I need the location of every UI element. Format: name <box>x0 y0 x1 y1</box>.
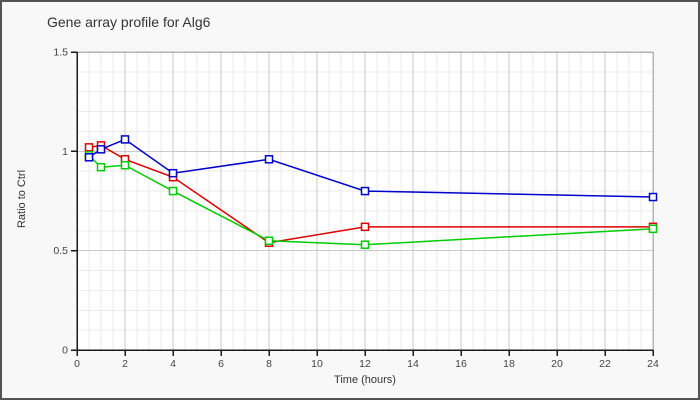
chart-title: Gene array profile for Alg6 <box>47 14 211 30</box>
x-tick-label: 18 <box>503 358 515 370</box>
y-axis-title: Ratio to Ctrl <box>16 169 28 229</box>
red-series-marker <box>84 143 94 152</box>
blue-series-marker <box>120 135 130 144</box>
y-tick-label: 0.5 <box>53 245 68 257</box>
blue-series-marker <box>360 186 370 196</box>
green-series-marker <box>120 160 130 170</box>
x-tick-label: 16 <box>455 358 467 370</box>
y-tick-label: 0 <box>62 345 68 357</box>
x-tick-label: 10 <box>311 358 323 370</box>
blue-series-marker <box>84 153 94 162</box>
x-tick-label: 2 <box>122 358 128 370</box>
x-tick-label: 0 <box>74 358 80 370</box>
blue-series-marker <box>648 192 658 202</box>
x-tick-label: 20 <box>551 358 563 370</box>
x-tick-label: 6 <box>218 358 224 370</box>
green-series-marker <box>648 224 658 234</box>
green-series-marker <box>96 162 106 172</box>
green-series-marker <box>168 186 178 196</box>
blue-series-marker <box>168 168 178 178</box>
blue-series-marker <box>264 155 274 164</box>
x-tick-label: 4 <box>170 358 176 370</box>
green-series-marker <box>264 236 274 245</box>
red-series-marker <box>360 222 370 232</box>
y-tick-label: 1.5 <box>53 47 68 59</box>
blue-series-marker <box>96 145 106 154</box>
x-tick-label: 22 <box>599 358 611 370</box>
x-tick-label: 12 <box>359 358 371 370</box>
x-tick-label: 14 <box>407 358 419 370</box>
green-series-marker <box>360 240 370 249</box>
y-tick-label: 1 <box>62 146 68 158</box>
x-axis-title: Time (hours) <box>334 374 396 386</box>
x-tick-label: 8 <box>266 358 272 370</box>
x-tick-label: 24 <box>647 358 659 370</box>
